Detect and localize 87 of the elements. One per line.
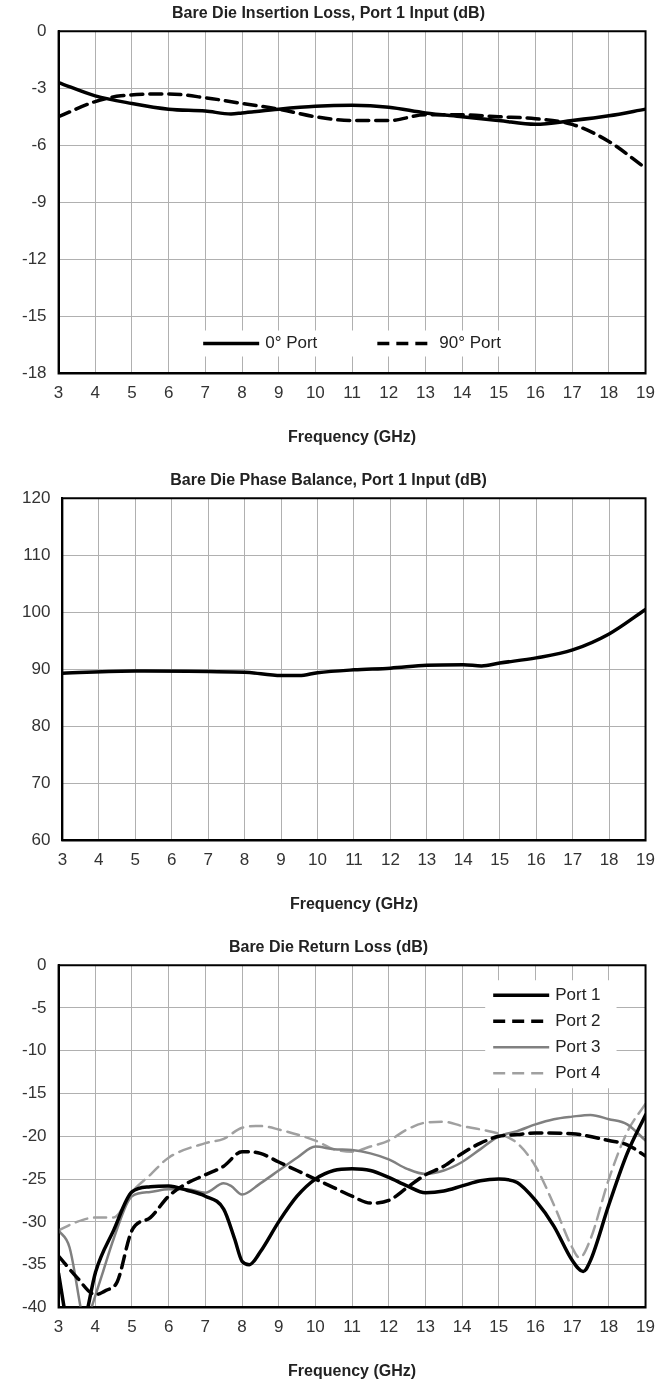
y-tick-label: -10 <box>21 1040 47 1060</box>
x-tick-label: 9 <box>273 383 284 403</box>
y-tick-label: -40 <box>21 1297 47 1317</box>
y-tick-label: 80 <box>31 716 51 736</box>
y-tick-label: -3 <box>31 77 47 97</box>
x-tick-label: 19 <box>636 1317 656 1337</box>
y-tick-label: -12 <box>21 249 47 269</box>
x-tick-label: 18 <box>599 1317 619 1337</box>
legend-label: 0° Port <box>265 333 318 353</box>
x-tick-label: 7 <box>200 1317 211 1337</box>
x-tick-label: 18 <box>599 383 619 403</box>
x-tick-label: 13 <box>417 850 437 870</box>
legend-label: Port 3 <box>555 1036 601 1056</box>
x-tick-label: 10 <box>305 383 325 403</box>
legend-label: Port 4 <box>555 1062 601 1082</box>
line-series <box>58 1102 646 1260</box>
x-axis-title: Frequency (GHz) <box>288 1361 417 1379</box>
x-tick-label: 14 <box>452 383 472 403</box>
y-tick-label: 110 <box>23 544 51 564</box>
x-tick-label: 9 <box>276 850 286 870</box>
x-tick-label: 6 <box>163 383 174 403</box>
x-tick-label: 11 <box>343 383 361 403</box>
x-axis-title: Frequency (GHz) <box>289 894 418 912</box>
x-tick-label: 3 <box>53 1317 64 1337</box>
x-tick-label: 17 <box>563 850 583 870</box>
x-tick-label: 18 <box>599 850 619 870</box>
legend-label: Port 2 <box>555 1010 601 1030</box>
y-tick-label: -6 <box>31 134 47 154</box>
chart-title: Bare Die Return Loss (dB) <box>228 938 429 956</box>
x-tick-label: 8 <box>237 383 247 403</box>
x-tick-label: 6 <box>166 850 177 870</box>
x-tick-label: 3 <box>57 850 68 870</box>
x-tick-label: 4 <box>90 1317 100 1337</box>
x-tick-label: 16 <box>526 383 545 403</box>
x-tick-label: 17 <box>562 383 582 403</box>
y-tick-label: -25 <box>21 1168 47 1188</box>
x-tick-label: 5 <box>127 1317 137 1337</box>
y-tick-label: -9 <box>31 191 47 211</box>
y-tick-label: 60 <box>31 830 51 850</box>
x-tick-label: 4 <box>90 383 100 403</box>
x-tick-label: 19 <box>636 383 656 403</box>
x-tick-label: 16 <box>526 1317 545 1337</box>
x-tick-label: 15 <box>489 383 509 403</box>
x-tick-label: 10 <box>305 1317 325 1337</box>
y-tick-label: -15 <box>21 306 47 326</box>
x-tick-label: 13 <box>415 383 435 403</box>
y-tick-label: 70 <box>31 773 51 793</box>
x-tick-label: 5 <box>127 383 137 403</box>
x-tick-label: 11 <box>345 850 363 870</box>
y-tick-label: -20 <box>21 1125 47 1145</box>
x-tick-label: 11 <box>343 1317 361 1337</box>
chart-title: Bare Die Insertion Loss, Port 1 Input (dB) <box>172 4 485 22</box>
x-tick-label: 14 <box>453 850 473 870</box>
x-tick-label: 3 <box>53 383 64 403</box>
x-tick-label: 19 <box>636 850 656 870</box>
x-tick-label: 9 <box>273 1317 284 1337</box>
y-tick-label: 0 <box>37 20 47 40</box>
x-tick-label: 15 <box>489 1317 509 1337</box>
chart-title: Bare Die Phase Balance, Port 1 Input (dB) <box>170 471 487 489</box>
x-tick-label: 15 <box>490 850 510 870</box>
x-tick-label: 4 <box>94 850 104 870</box>
legend-label: Port 1 <box>555 984 601 1004</box>
x-tick-label: 7 <box>203 850 213 870</box>
y-tick-label: 90 <box>31 658 51 678</box>
y-tick-label: 120 <box>21 487 51 507</box>
legend-label: 90° Port <box>439 333 502 353</box>
y-tick-label: -18 <box>21 363 47 383</box>
y-tick-label: -15 <box>21 1083 47 1103</box>
y-tick-label: -5 <box>31 997 47 1017</box>
y-tick-label: 100 <box>21 601 51 621</box>
x-tick-label: 8 <box>237 1317 247 1337</box>
x-tick-label: 5 <box>130 850 140 870</box>
x-tick-label: 6 <box>163 1317 174 1337</box>
x-tick-label: 12 <box>379 1317 399 1337</box>
y-tick-label: -30 <box>21 1211 47 1231</box>
x-tick-label: 7 <box>200 383 211 403</box>
x-tick-label: 10 <box>308 850 327 870</box>
x-tick-label: 16 <box>526 850 546 870</box>
x-tick-label: 14 <box>452 1317 472 1337</box>
x-tick-label: 12 <box>379 383 399 403</box>
y-tick-label: -35 <box>21 1254 47 1274</box>
x-tick-label: 8 <box>239 850 250 870</box>
x-axis-title: Frequency (GHz) <box>288 427 417 445</box>
x-tick-label: 13 <box>415 1317 435 1337</box>
x-tick-label: 12 <box>380 850 400 870</box>
y-tick-label: 0 <box>37 954 47 974</box>
x-tick-label: 17 <box>562 1317 582 1337</box>
